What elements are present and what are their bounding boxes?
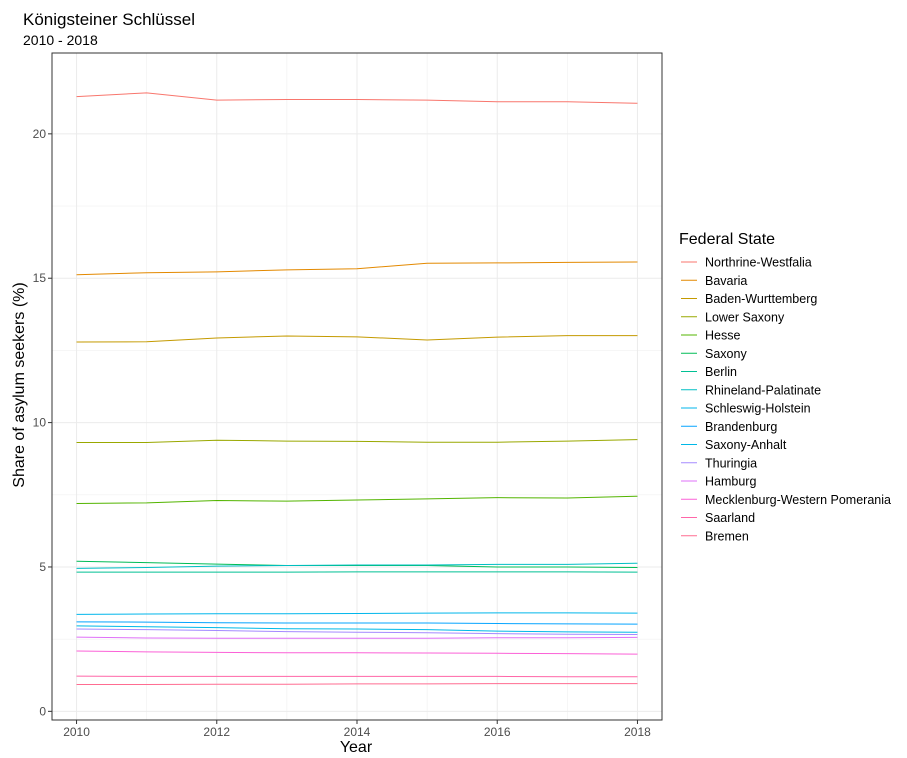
legend-item: Saxony-Anhalt <box>681 438 787 452</box>
series-line-mecklenburg-western-pomerania <box>76 650 638 655</box>
legend-label: Thuringia <box>705 456 757 470</box>
series-line-bremen <box>76 683 638 685</box>
series-line-schleswig-holstein <box>76 612 638 615</box>
x-tick-label: 2016 <box>484 725 511 739</box>
series-line-northrine-westfalia <box>76 92 638 104</box>
series-line-lower-saxony <box>76 439 638 444</box>
series-line-thuringia <box>76 628 638 636</box>
legend-title: Federal State <box>679 231 775 248</box>
legend-item: Lower Saxony <box>681 310 785 324</box>
series-line-baden-wurttemberg <box>76 335 638 343</box>
series-line-saxony-anhalt <box>76 625 638 633</box>
x-tick-label: 2010 <box>63 725 90 739</box>
series-line-saarland <box>76 675 638 678</box>
legend-label: Hamburg <box>705 475 756 489</box>
series-line-hamburg <box>76 636 638 639</box>
series-line-bavaria <box>76 261 638 276</box>
legend-label: Saarland <box>705 511 755 525</box>
y-tick-label: 5 <box>39 560 46 574</box>
x-tick-label: 2018 <box>624 725 651 739</box>
y-tick-label: 20 <box>33 127 47 141</box>
legend-label: Rhineland-Palatinate <box>705 383 821 397</box>
legend-item: Thuringia <box>681 456 757 470</box>
legend-label: Bavaria <box>705 274 747 288</box>
x-axis-ticks: 2010 2012 2014 2016 2018 <box>63 720 651 739</box>
legend-item: Baden-Wurttemberg <box>681 292 817 306</box>
series-line-brandenburg <box>76 621 638 625</box>
legend-label: Hesse <box>705 329 740 343</box>
gridlines <box>52 53 662 720</box>
chart-title: Königsteiner Schlüssel <box>23 10 195 29</box>
x-axis-title: Year <box>340 739 373 756</box>
x-tick-label: 2012 <box>203 725 230 739</box>
legend-item: Schleswig-Holstein <box>681 402 811 416</box>
legend-item: Bavaria <box>681 274 747 288</box>
legend-item: Northrine-Westfalia <box>681 256 812 270</box>
legend-items: Northrine-Westfalia Bavaria Baden-Wurttemb… <box>681 256 891 543</box>
legend-item: Bremen <box>681 529 749 543</box>
legend-label: Northrine-Westfalia <box>705 256 812 270</box>
legend-item: Hamburg <box>681 475 756 489</box>
series-line-hesse <box>76 495 638 504</box>
legend-item: Mecklenburg-Western Pomerania <box>681 493 891 507</box>
y-axis-title: Share of asylum seekers (%) <box>11 282 28 487</box>
legend-label: Lower Saxony <box>705 310 785 324</box>
legend-label: Saxony-Anhalt <box>705 438 787 452</box>
legend-label: Baden-Wurttemberg <box>705 292 817 306</box>
legend-label: Mecklenburg-Western Pomerania <box>705 493 891 507</box>
series-line-saxony <box>76 560 638 569</box>
y-axis-ticks: 0 5 10 15 20 <box>33 127 52 718</box>
y-tick-label: 15 <box>33 271 47 285</box>
y-tick-label: 0 <box>39 704 46 718</box>
series-line-rhineland-palatinate <box>76 562 638 569</box>
legend-item: Rhineland-Palatinate <box>681 383 821 397</box>
legend-label: Bremen <box>705 529 749 543</box>
legend: Federal State Northrine-Westfalia Bavaria… <box>679 231 891 543</box>
legend-label: Schleswig-Holstein <box>705 402 811 416</box>
legend-item: Saxony <box>681 347 747 361</box>
legend-item: Brandenburg <box>681 420 777 434</box>
legend-label: Saxony <box>705 347 747 361</box>
y-tick-label: 10 <box>33 416 47 430</box>
legend-item: Saarland <box>681 511 755 525</box>
legend-item: Berlin <box>681 365 737 379</box>
legend-item: Hesse <box>681 329 740 343</box>
series-lines <box>76 92 638 685</box>
legend-label: Brandenburg <box>705 420 777 434</box>
chart-subtitle: 2010 - 2018 <box>23 32 98 48</box>
legend-label: Berlin <box>705 365 737 379</box>
x-tick-label: 2014 <box>344 725 371 739</box>
